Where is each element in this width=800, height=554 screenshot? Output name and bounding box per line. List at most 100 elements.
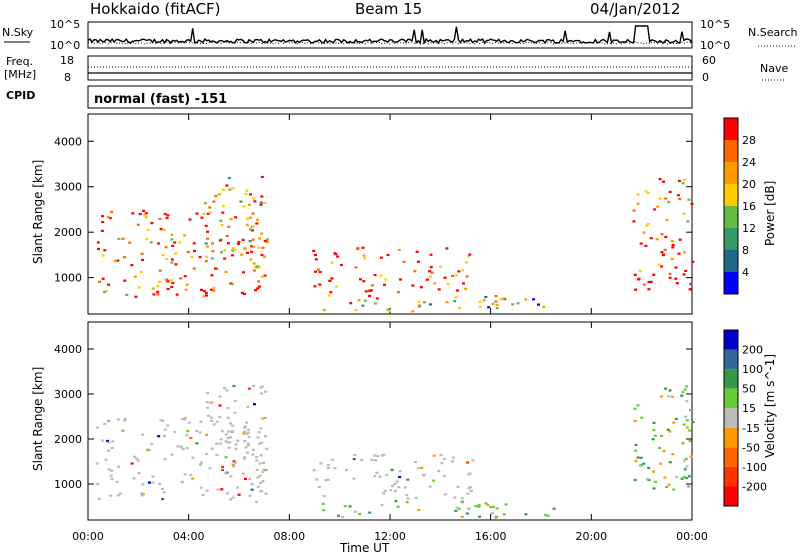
data-cell bbox=[247, 387, 251, 390]
data-cell bbox=[255, 266, 259, 269]
data-cell bbox=[329, 291, 333, 294]
data-cell bbox=[223, 387, 227, 390]
data-cell bbox=[633, 419, 637, 422]
data-cell bbox=[156, 290, 160, 293]
data-cell bbox=[419, 286, 423, 289]
data-cell bbox=[210, 242, 214, 245]
data-cell bbox=[231, 247, 235, 250]
data-cell bbox=[157, 435, 161, 438]
data-cell bbox=[416, 467, 420, 470]
freq-frame bbox=[87, 55, 693, 81]
data-cell bbox=[687, 475, 691, 478]
data-cell bbox=[140, 433, 144, 436]
data-cell bbox=[397, 486, 401, 489]
data-cell bbox=[128, 241, 132, 244]
colorbar-swatch bbox=[724, 272, 738, 294]
data-cell bbox=[244, 477, 247, 481]
data-cell bbox=[633, 407, 637, 410]
data-cell bbox=[689, 408, 692, 412]
data-cell bbox=[362, 280, 366, 283]
y-tick-label: 1000 bbox=[54, 478, 82, 491]
data-cell bbox=[142, 209, 145, 212]
data-cell bbox=[649, 237, 653, 240]
data-cell bbox=[253, 403, 256, 406]
data-cell bbox=[158, 217, 162, 220]
data-cell bbox=[314, 270, 317, 273]
data-cell bbox=[687, 198, 691, 201]
data-cell bbox=[171, 244, 175, 247]
data-cell bbox=[248, 240, 252, 243]
data-cell bbox=[161, 254, 165, 257]
cpid-label: CPID bbox=[6, 89, 35, 102]
data-cell bbox=[666, 428, 670, 431]
data-cell bbox=[260, 175, 264, 179]
data-cell bbox=[634, 449, 638, 452]
data-cell bbox=[166, 424, 170, 427]
data-cell bbox=[262, 461, 265, 464]
data-cell bbox=[227, 242, 230, 245]
data-cell bbox=[263, 255, 267, 258]
data-cell bbox=[179, 445, 183, 448]
data-cell bbox=[204, 224, 208, 227]
data-cell bbox=[374, 302, 378, 305]
data-cell bbox=[208, 211, 212, 214]
data-cell bbox=[234, 447, 238, 450]
data-cell bbox=[397, 248, 401, 252]
data-cell bbox=[230, 254, 234, 257]
data-cell bbox=[212, 289, 216, 292]
data-cell bbox=[198, 255, 202, 259]
data-cell bbox=[659, 462, 663, 465]
data-cell bbox=[683, 459, 686, 462]
data-cell bbox=[671, 453, 675, 456]
data-cell bbox=[319, 462, 323, 465]
data-cell bbox=[179, 277, 183, 280]
data-cell bbox=[456, 485, 460, 488]
data-cell bbox=[664, 387, 668, 390]
data-cell bbox=[411, 284, 415, 287]
data-cell bbox=[368, 511, 372, 514]
data-cell bbox=[430, 271, 434, 274]
data-cell bbox=[106, 215, 110, 219]
data-cell bbox=[248, 216, 252, 219]
colorbar-tick-label: 200 bbox=[742, 344, 763, 357]
data-cell bbox=[383, 283, 386, 286]
data-cell bbox=[678, 197, 682, 201]
colorbar-tick-label: 4 bbox=[742, 266, 749, 279]
data-cell bbox=[263, 416, 267, 420]
data-cell bbox=[230, 283, 234, 286]
data-cell bbox=[544, 513, 548, 516]
x-tick-label: 12:00 bbox=[374, 530, 406, 543]
data-cell bbox=[259, 427, 263, 430]
colorbar-tick-label: 50 bbox=[742, 383, 756, 396]
data-cell bbox=[361, 246, 365, 249]
data-cell bbox=[647, 466, 651, 470]
data-cell bbox=[468, 486, 472, 489]
data-cell bbox=[645, 478, 649, 481]
colorbar-tick-label: 16 bbox=[742, 200, 756, 213]
data-cell bbox=[200, 288, 203, 291]
data-cell bbox=[328, 279, 332, 282]
data-cell bbox=[422, 301, 426, 304]
data-cell bbox=[221, 468, 225, 472]
data-cell bbox=[454, 274, 458, 277]
data-cell bbox=[680, 477, 684, 480]
data-cell bbox=[109, 494, 113, 497]
data-cell bbox=[636, 278, 640, 281]
data-cell bbox=[261, 470, 265, 473]
data-cell bbox=[229, 498, 233, 501]
data-cell bbox=[205, 433, 209, 436]
data-cell bbox=[195, 212, 199, 215]
data-cell bbox=[131, 212, 135, 215]
data-cell bbox=[236, 439, 240, 442]
data-cell bbox=[256, 485, 260, 488]
data-cell bbox=[413, 461, 417, 464]
data-cell bbox=[173, 431, 177, 434]
data-cell bbox=[255, 500, 258, 503]
data-cell bbox=[655, 238, 659, 241]
data-cell bbox=[646, 191, 650, 195]
data-cell bbox=[176, 445, 180, 448]
colorbar-tick-label: 100 bbox=[742, 363, 763, 376]
data-cell bbox=[96, 241, 100, 244]
y-axis-label: Slant Range [km] bbox=[31, 160, 45, 264]
